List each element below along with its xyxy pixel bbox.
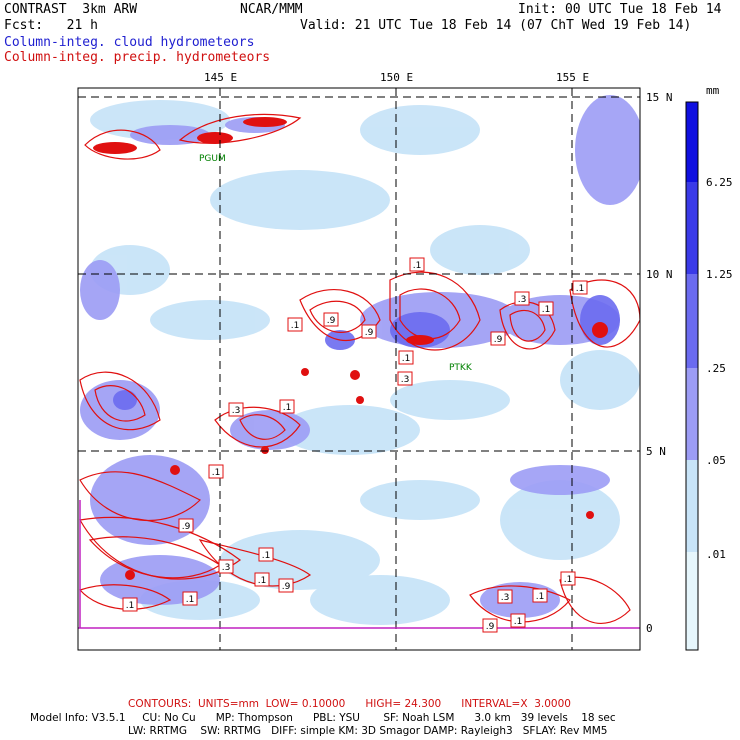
colorbar-label-1-25: 1.25 — [706, 268, 733, 281]
colorbar-segment — [686, 552, 698, 650]
contour-label: .9 — [365, 328, 374, 338]
lon-label-150: 150 E — [380, 71, 413, 84]
colorbar-label-0-01: .01 — [706, 548, 726, 561]
contour-label: .1 — [564, 575, 573, 585]
lat-label-15n: 15 N — [646, 91, 673, 104]
colorbar-segment — [686, 460, 698, 552]
colorbar-segment — [686, 368, 698, 460]
contour-label: .3 — [518, 295, 527, 305]
colorbar-outline — [685, 101, 699, 651]
contour-label: .1 — [262, 551, 271, 561]
colorbar: mm 6.25 1.25 .25 .05 .01 — [685, 84, 733, 651]
contour-label: .1 — [576, 284, 585, 294]
contour-label-box — [287, 317, 303, 332]
valid-time: Valid: 21 UTC Tue 18 Feb 14 (07 ChT Wed … — [300, 18, 692, 33]
lat-label-10n: 10 N — [646, 268, 673, 281]
contour-label: .3 — [222, 563, 231, 573]
lat-label-eq: 0 — [646, 622, 653, 635]
precip-field-label: Column-integ. precip. hydrometeors — [4, 50, 271, 65]
init-time: Init: 00 UTC Tue 18 Feb 14 — [518, 2, 722, 17]
contour-label-box — [279, 399, 295, 414]
contour-label-box — [278, 578, 294, 593]
colorbar-segment — [686, 102, 698, 182]
contour-label: .3 — [401, 375, 410, 385]
contour-label-box — [409, 257, 425, 272]
precip-cores — [93, 117, 608, 580]
contour-label: .9 — [282, 582, 291, 592]
contour-label-box — [514, 291, 530, 306]
contour-label: .9 — [486, 622, 495, 632]
org-label: NCAR/MMM — [240, 2, 303, 17]
contour-label: .1 — [413, 261, 422, 271]
colorbar-segment — [686, 274, 698, 368]
contour-label: .1 — [514, 617, 523, 627]
product-title: CONTRAST 3km ARW — [4, 2, 138, 17]
forecast-hour: Fcst: 21 h — [4, 18, 98, 33]
contour-label: .9 — [494, 335, 503, 345]
contour-label-box — [482, 618, 498, 633]
model-info-line2: LW: RRTMG SW: RRTMG DIFF: simple KM: 3D … — [128, 725, 608, 737]
contour-label-box — [398, 350, 414, 365]
contour-label-box — [182, 591, 198, 606]
colorbar-unit: mm — [706, 84, 720, 97]
contour-label: .1 — [212, 468, 221, 478]
cloud-hydrometeor-field — [80, 95, 640, 625]
colorbar-label-0-25: .25 — [706, 362, 726, 375]
contour-label: .1 — [258, 576, 267, 586]
contour-label: .1 — [542, 305, 551, 315]
contour-label-box — [510, 613, 526, 628]
contour-label: .1 — [126, 601, 135, 611]
cloud-field-label: Column-integ. cloud hydrometeors — [4, 35, 255, 50]
map-border — [77, 87, 641, 651]
contour-label: .3 — [232, 406, 241, 416]
contour-label-box — [397, 371, 413, 386]
contour-label: .9 — [327, 316, 336, 326]
contour-label-box — [122, 597, 138, 612]
lat-label-5n: 5 N — [646, 445, 666, 458]
contour-label-box — [208, 464, 224, 479]
contour-label-box — [538, 301, 554, 316]
model-info-line1: Model Info: V3.5.1 CU: No Cu MP: Thompso… — [30, 712, 616, 724]
contour-label-box — [228, 402, 244, 417]
contour-label: .9 — [182, 522, 191, 532]
contour-info: CONTOURS: UNITS=mm LOW= 0.10000 HIGH= 24… — [128, 698, 571, 710]
contour-label: .1 — [186, 595, 195, 605]
station-ptkk: PTKK — [449, 363, 473, 373]
contour-label: .1 — [283, 403, 292, 413]
contour-label: .1 — [536, 592, 545, 602]
contour-label-box — [490, 331, 506, 346]
contour-label-box — [560, 571, 576, 586]
colorbar-segment — [686, 182, 698, 274]
contour-label-box — [361, 324, 377, 339]
contour-label-box — [572, 280, 588, 295]
contour-label: .1 — [291, 321, 300, 331]
contour-label-box — [497, 589, 513, 604]
contour-label-box — [323, 312, 339, 327]
contour-label-box — [258, 547, 274, 562]
station-pgum: PGUM — [199, 154, 226, 164]
colorbar-label-6-25: 6.25 — [706, 176, 733, 189]
contour-label-box — [532, 588, 548, 603]
colorbar-label-0-05: .05 — [706, 454, 726, 467]
lat-lon-grid — [78, 88, 640, 650]
contour-label-box — [218, 559, 234, 574]
lon-label-155: 155 E — [556, 71, 589, 84]
contour-label: .1 — [402, 354, 411, 364]
contour-label: .3 — [501, 593, 510, 603]
contour-labels: .1 .9 .9 .1 .3 .1 .1 .9 .3 .1 .1 .9 .3 .1 .1 .9 .3 .1 .1 .9… — [122, 257, 588, 633]
contour-label-box — [178, 518, 194, 533]
lon-label-145: 145 E — [204, 71, 237, 84]
contour-label-box — [254, 572, 270, 587]
